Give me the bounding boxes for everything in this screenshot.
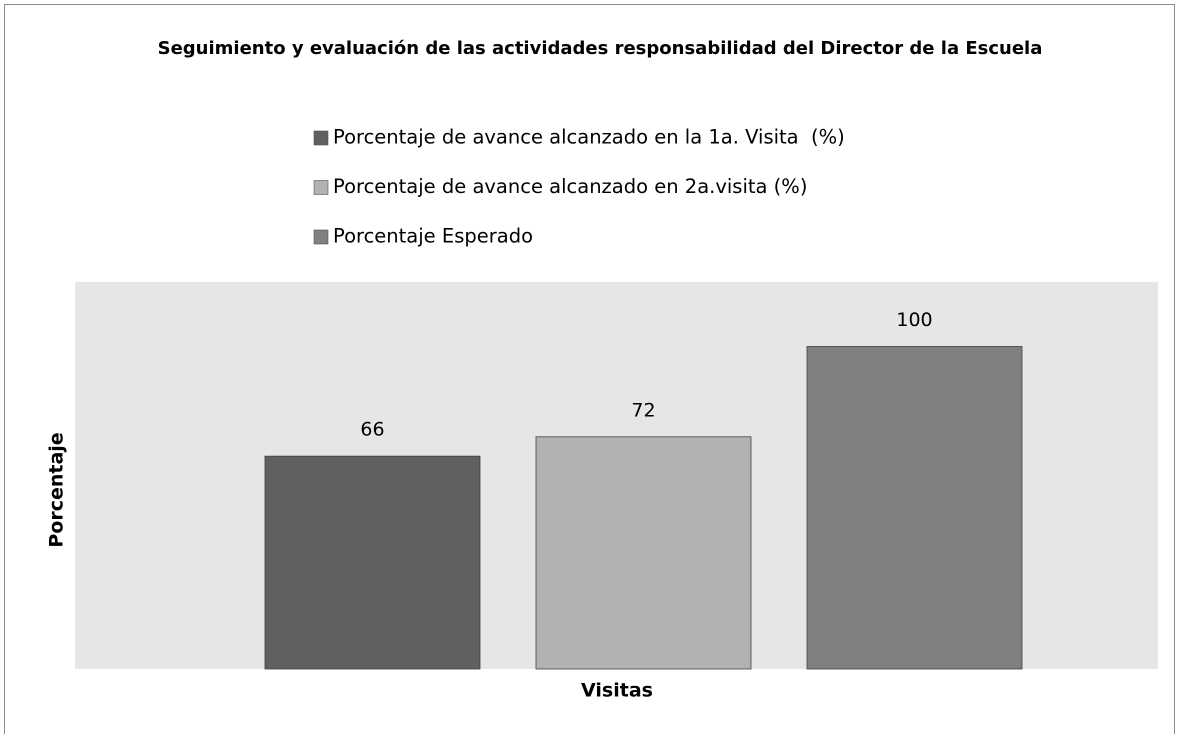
legend-label: Porcentaje Esperado	[333, 225, 533, 248]
value-label: 100	[896, 309, 932, 331]
legend-label: Porcentaje de avance alcanzado en 2a.vis…	[333, 175, 807, 198]
value-label: 72	[631, 399, 655, 421]
chart-title: Seguimiento y evaluación de las activida…	[157, 38, 1043, 59]
bar	[806, 346, 1023, 670]
legend-label: Porcentaje de avance alcanzado en la 1a.…	[333, 126, 845, 149]
legend-swatch	[313, 130, 329, 146]
y-axis-label: Porcentaje	[46, 432, 68, 547]
value-label: 66	[360, 419, 384, 441]
x-axis-label: Visitas	[581, 680, 653, 702]
legend-swatch	[313, 180, 329, 195]
bar	[535, 436, 752, 670]
legend-swatch	[313, 229, 329, 245]
bar	[264, 455, 481, 670]
